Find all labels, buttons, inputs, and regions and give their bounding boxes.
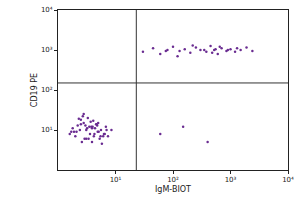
svg-text:10⁴: 10⁴ — [282, 176, 294, 184]
svg-text:10⁴: 10⁴ — [41, 6, 53, 14]
svg-text:10¹: 10¹ — [41, 126, 53, 134]
svg-text:10²: 10² — [41, 86, 53, 94]
svg-text:10¹: 10¹ — [110, 176, 122, 184]
svg-text:10³: 10³ — [225, 176, 237, 184]
svg-text:10³: 10³ — [41, 46, 53, 54]
svg-text:IgM-BIOT: IgM-BIOT — [155, 185, 191, 194]
svg-text:10²: 10² — [167, 176, 179, 184]
svg-text:CD19 PE: CD19 PE — [30, 73, 39, 107]
